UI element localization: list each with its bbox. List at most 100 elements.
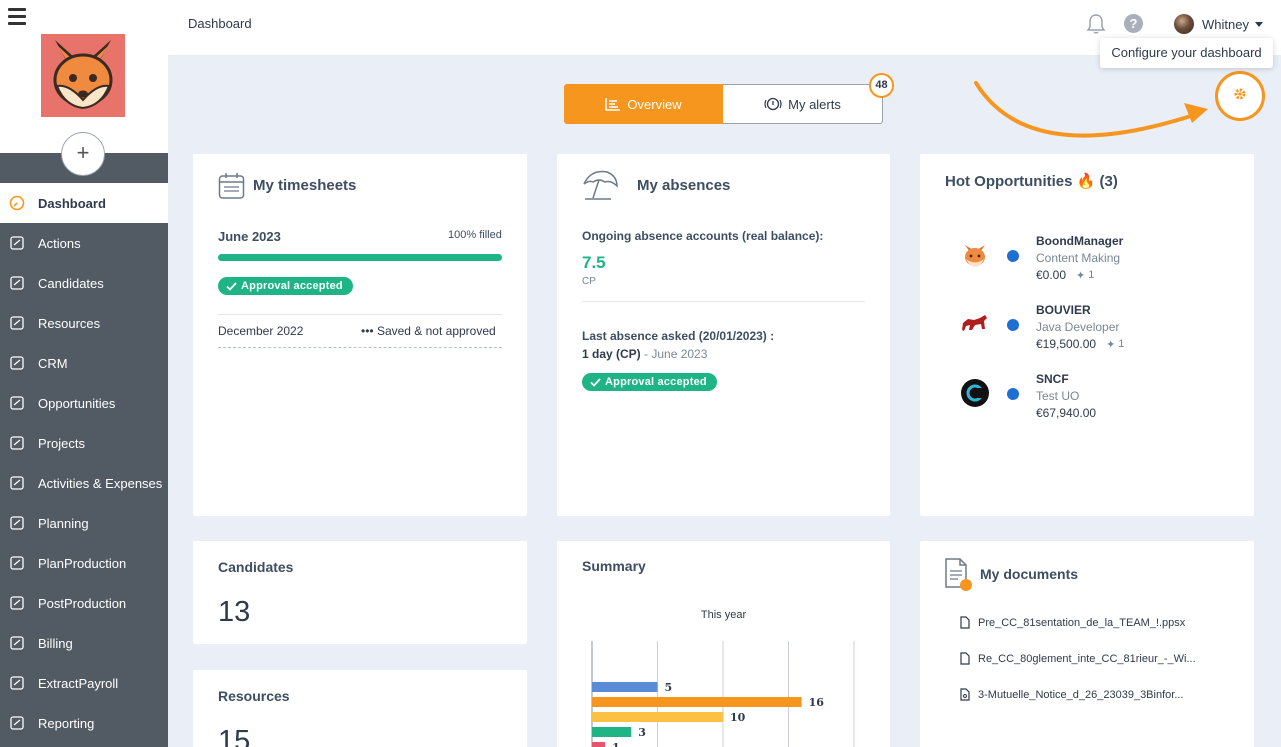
sidebar-item-billing[interactable]: Billing xyxy=(0,623,168,663)
pin-count: 1 xyxy=(1118,338,1125,350)
documents-title: My documents xyxy=(980,566,1079,582)
approval-text: Approval accepted xyxy=(241,280,343,292)
gear-icon xyxy=(1233,87,1247,106)
sidebar-item-label: Billing xyxy=(38,635,73,651)
sncf-logo xyxy=(960,378,990,408)
user-menu[interactable]: Whitney xyxy=(1174,14,1263,34)
approval-text: Approval accepted xyxy=(605,376,707,388)
sidebar-item-extractpayroll[interactable]: ExtractPayroll xyxy=(0,663,168,703)
gantt-icon xyxy=(7,553,27,573)
list-chart-icon xyxy=(605,97,621,111)
chart-line-icon xyxy=(7,713,27,733)
opportunity-amount: €19,500.00 ✦ 1 xyxy=(1036,337,1124,351)
opportunity-amount: €0.00 ✦ 1 xyxy=(1036,268,1094,282)
sidebar-item-label: Opportunities xyxy=(38,395,116,411)
avatar xyxy=(1174,14,1194,34)
dashboard-tabs: Overview My alerts xyxy=(564,84,883,124)
summary-title: Summary xyxy=(582,558,646,574)
tab-overview[interactable]: Overview xyxy=(564,84,723,124)
sidebar-item-planproduction[interactable]: PlanProduction xyxy=(0,543,168,583)
sidebar-item-postproduction[interactable]: PostProduction xyxy=(0,583,168,623)
amount-text: €19,500.00 xyxy=(1036,337,1097,351)
timesheet-past-month[interactable]: December 2022 xyxy=(218,324,304,338)
document-item[interactable]: Re_CC_80glement_inte_CC_81rieur_-_Wi... xyxy=(960,652,1196,665)
sidebar-item-label: Projects xyxy=(38,435,85,451)
sidebar-item-actions[interactable]: Actions xyxy=(0,223,168,263)
edit-icon xyxy=(7,473,27,493)
sidebar-item-label: PostProduction xyxy=(38,595,127,611)
sidebar-item-label: Resources xyxy=(38,315,101,331)
sidebar-item-label: CRM xyxy=(38,355,68,371)
timesheet-past-status: ••• Saved & not approved xyxy=(361,324,496,338)
sidebar-item-label: Reporting xyxy=(38,715,95,731)
top-header: Dashboard ? Whitney xyxy=(168,0,1281,55)
orange-arrow-annotation xyxy=(974,81,1208,138)
summary-card: Summary This year 5 16 10 3 1 xyxy=(557,541,890,747)
opportunity-item[interactable]: BoondManager Content Making €0.00 ✦ 1 xyxy=(920,234,1254,294)
opportunity-item[interactable]: BOUVIER Java Developer €19,500.00 ✦ 1 xyxy=(920,303,1254,363)
absence-balance: 7.5 xyxy=(582,253,606,272)
company-logo xyxy=(41,34,125,117)
opportunity-item[interactable]: SNCF Test UO €67,940.00 xyxy=(920,372,1254,432)
divider xyxy=(218,314,502,315)
file-icon xyxy=(960,616,970,629)
check-icon xyxy=(226,281,237,291)
candidates-card[interactable]: Candidates 13 xyxy=(193,541,527,644)
resources-card[interactable]: Resources 15 xyxy=(193,670,527,747)
alert-icon xyxy=(764,97,782,111)
sidebar-item-projects[interactable]: Projects xyxy=(0,423,168,463)
bell-icon[interactable] xyxy=(1086,13,1106,35)
sidebar-item-label: Dashboard xyxy=(38,195,106,211)
menu-icon[interactable] xyxy=(8,8,26,26)
chart-bar xyxy=(592,727,632,737)
sidebar-item-activities-expenses[interactable]: Activities & Expenses xyxy=(0,463,168,503)
document-item[interactable]: 3-Mutuelle_Notice_d_26_23039_3Binfor... xyxy=(960,688,1183,701)
sidebar-item-resources[interactable]: Resources xyxy=(0,303,168,343)
absences-card: My absences Ongoing absence accounts (re… xyxy=(557,154,890,516)
opportunity-name: BOUVIER xyxy=(1036,303,1091,317)
tab-alerts-label: My alerts xyxy=(788,96,841,112)
pin-icon: ✦ 1 xyxy=(1076,269,1095,282)
timesheets-card: My timesheets June 2023 100% filled Appr… xyxy=(193,154,527,516)
divider xyxy=(582,301,865,302)
dashed-divider xyxy=(218,347,502,348)
resources-count: 15 xyxy=(218,725,251,747)
document-item[interactable]: Pre_CC_81sentation_de_la_TEAM_!.ppsx xyxy=(960,616,1185,629)
sidebar-header xyxy=(0,0,168,153)
hot-opportunities-card: Hot Opportunities 🔥 (3) BoondManager Con… xyxy=(920,154,1254,516)
sidebar-item-planning[interactable]: Planning xyxy=(0,503,168,543)
timesheet-current-month[interactable]: June 2023 xyxy=(218,229,281,244)
document-icon xyxy=(944,557,976,596)
sidebar-item-opportunities[interactable]: Opportunities xyxy=(0,383,168,423)
timesheet-filled-label: 100% filled xyxy=(448,229,502,241)
sidebar-item-candidates[interactable]: Candidates xyxy=(0,263,168,303)
breadcrumb: Dashboard xyxy=(188,16,252,31)
amount-text: €67,940.00 xyxy=(1036,406,1097,420)
absence-accounts-label: Ongoing absence accounts (real balance): xyxy=(582,229,824,243)
add-button[interactable]: + xyxy=(61,132,105,176)
opportunity-amount: €67,940.00 xyxy=(1036,406,1096,420)
document-name: Re_CC_80glement_inte_CC_81rieur_-_Wi... xyxy=(978,652,1196,665)
configure-dashboard-button[interactable] xyxy=(1215,71,1265,121)
candidates-title: Candidates xyxy=(218,559,294,575)
documents-card: My documents Pre_CC_81sentation_de_la_TE… xyxy=(920,541,1254,747)
status-dot xyxy=(1007,250,1019,262)
graduation-cap-icon xyxy=(7,273,27,293)
calendar-icon xyxy=(218,172,245,205)
timesheet-approval-badge: Approval accepted xyxy=(218,277,353,296)
boondmanager-logo xyxy=(960,240,990,270)
sidebar-item-label: Planning xyxy=(38,515,89,531)
sidebar-item-reporting[interactable]: Reporting xyxy=(0,703,168,743)
chart-data-label: 3 xyxy=(638,726,646,739)
tab-alerts[interactable]: My alerts xyxy=(723,84,883,124)
payroll-icon xyxy=(7,673,27,693)
opportunity-subtitle: Test UO xyxy=(1036,389,1080,403)
resources-title: Resources xyxy=(218,688,290,704)
sidebar-item-dashboard[interactable]: Dashboard xyxy=(0,183,168,223)
crosshair-icon xyxy=(7,393,27,413)
last-absence-days: 1 day (CP) xyxy=(582,347,641,361)
chevron-down-icon xyxy=(1254,21,1263,27)
sidebar-item-crm[interactable]: CRM xyxy=(0,343,168,383)
clipboard-icon xyxy=(7,593,27,613)
help-icon[interactable]: ? xyxy=(1124,14,1143,33)
